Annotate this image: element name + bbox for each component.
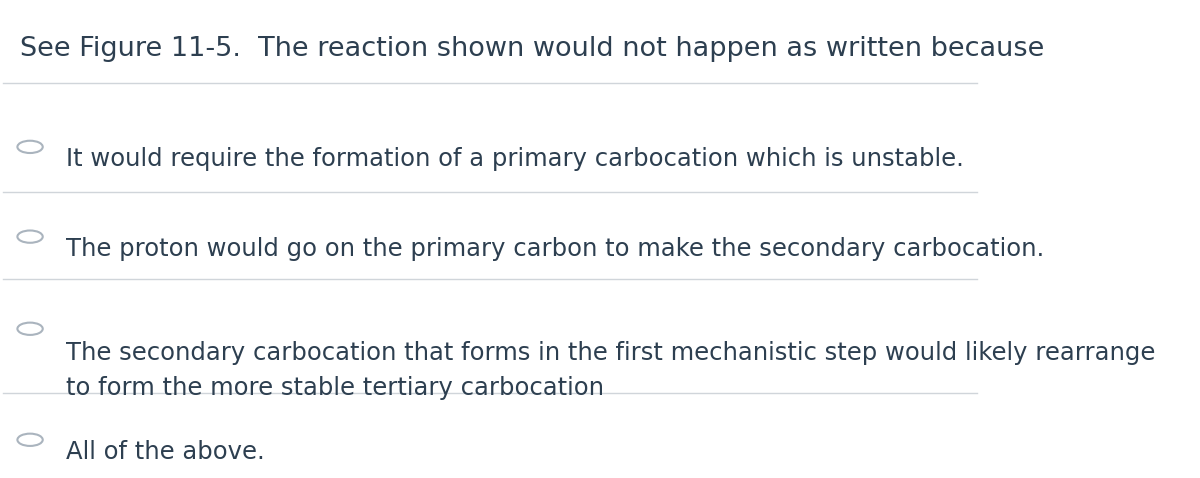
- Text: All of the above.: All of the above.: [66, 440, 265, 464]
- Text: The secondary carbocation that forms in the first mechanistic step would likely : The secondary carbocation that forms in …: [66, 341, 1156, 400]
- Text: It would require the formation of a primary carbocation which is unstable.: It would require the formation of a prim…: [66, 147, 964, 171]
- Text: See Figure 11-5.  The reaction shown would not happen as written because: See Figure 11-5. The reaction shown woul…: [20, 36, 1045, 62]
- Text: The proton would go on the primary carbon to make the secondary carbocation.: The proton would go on the primary carbo…: [66, 237, 1044, 261]
